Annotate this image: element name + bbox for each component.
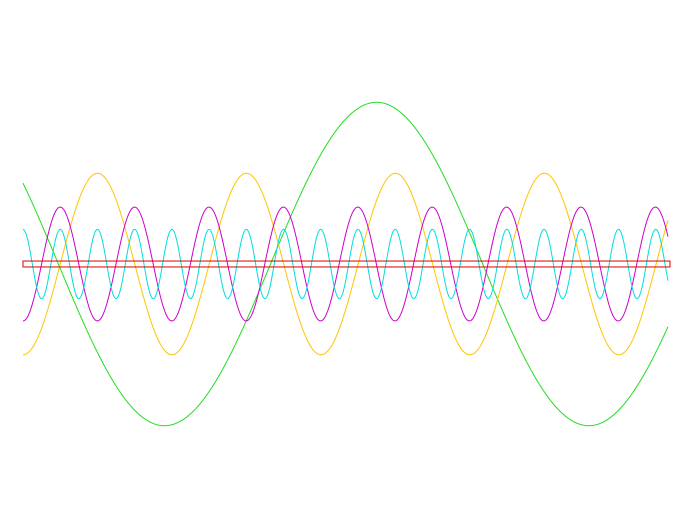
series-line-2 <box>22 172 669 356</box>
series-layer <box>22 101 669 427</box>
series-line-3 <box>22 206 669 322</box>
baseline-band <box>22 260 671 268</box>
series-line-1 <box>22 101 669 427</box>
series-line-4 <box>22 228 669 300</box>
